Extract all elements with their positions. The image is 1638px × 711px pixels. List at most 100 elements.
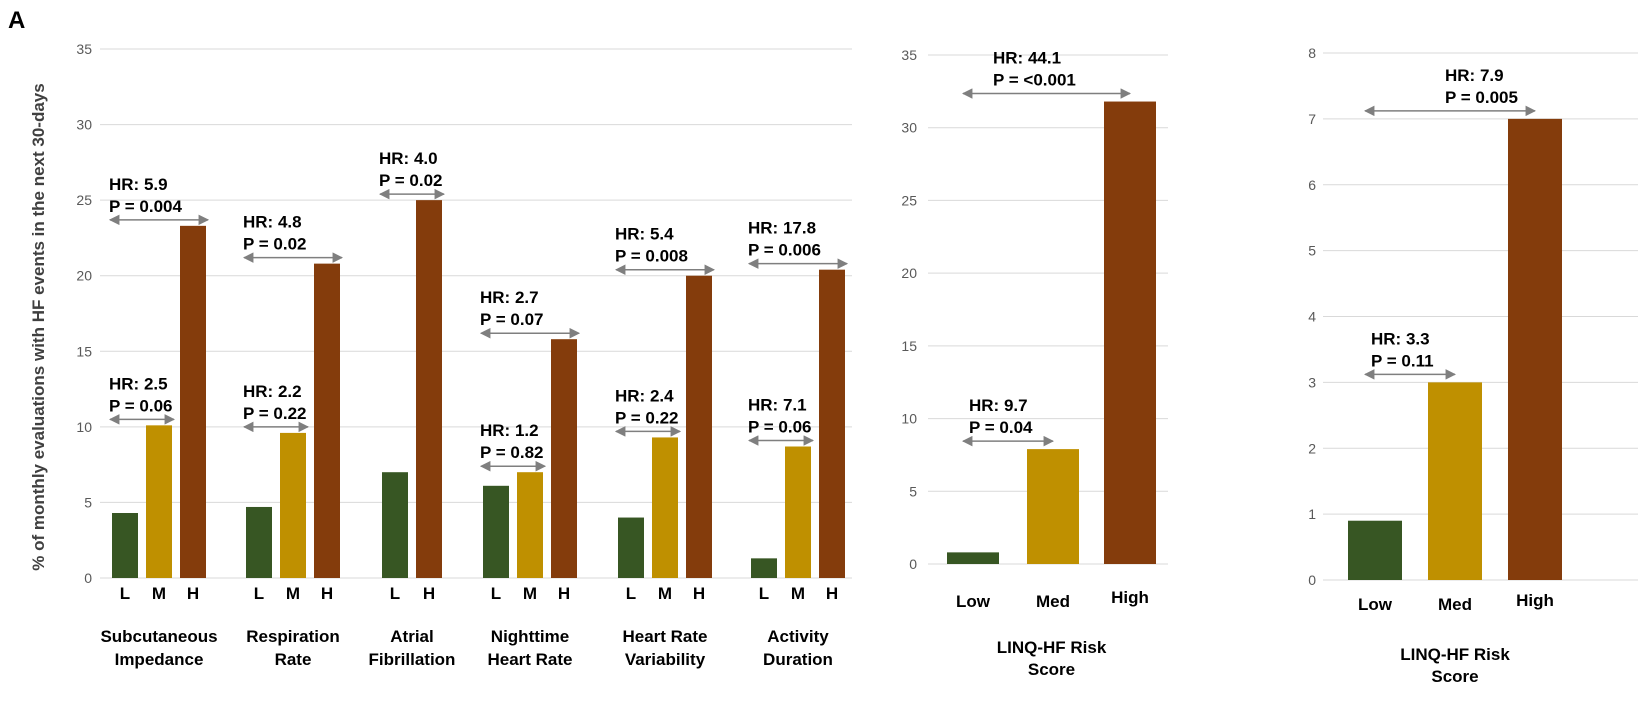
bar-l (112, 513, 138, 578)
hazard-ratio-label: HR: 2.4 (615, 386, 674, 405)
bar-l (246, 506, 272, 578)
y-tick-label: 25 (76, 192, 92, 208)
category-label: Heart Rate (622, 627, 707, 646)
bar-level-label: H (826, 584, 838, 603)
hazard-ratio-label: HR: 4.8 (243, 213, 302, 232)
y-tick-label: 4 (1308, 309, 1316, 325)
bar-level-label: L (626, 584, 636, 603)
category-label: Fibrillation (369, 650, 456, 669)
p-value-label: P = 0.06 (748, 418, 812, 437)
bar-level-label: L (491, 584, 501, 603)
category-label: Subcutaneous (100, 627, 217, 646)
y-tick-label: 15 (901, 338, 917, 354)
p-value-label: P = 0.02 (379, 171, 443, 190)
y-tick-label: 0 (909, 556, 917, 572)
bar-category-label: High (1516, 591, 1554, 610)
bar-high (1508, 118, 1562, 580)
y-tick-label: 2 (1308, 440, 1316, 456)
bar-level-label: L (759, 584, 769, 603)
hazard-ratio-label: HR: 1.2 (480, 421, 539, 440)
hazard-ratio-label: HR: 5.4 (615, 225, 674, 244)
bar-level-label: M (658, 584, 672, 603)
y-tick-label: 10 (76, 419, 92, 435)
hazard-ratio-label: HR: 2.5 (109, 374, 168, 393)
p-value-label: P = 0.004 (109, 197, 182, 216)
bar-med (1428, 382, 1482, 580)
bar-m (280, 432, 306, 578)
p-value-label: P = 0.11 (1371, 351, 1434, 370)
hazard-ratio-label: HR: 7.1 (748, 396, 807, 415)
hazard-ratio-label: HR: 2.7 (480, 288, 539, 307)
bar-m (785, 446, 811, 578)
bar-level-label: H (187, 584, 199, 603)
y-tick-label: 1 (1308, 506, 1316, 522)
hazard-ratio-label: HR: 3.3 (1371, 329, 1430, 348)
category-label: Atrial (390, 627, 433, 646)
category-label: Activity (767, 627, 829, 646)
bar-level-label: H (558, 584, 570, 603)
hazard-ratio-label: HR: 17.8 (748, 219, 816, 238)
bar-l (483, 485, 509, 578)
category-label: Rate (275, 650, 312, 669)
bar-category-label: Low (1358, 595, 1393, 614)
y-tick-label: 0 (1308, 572, 1316, 588)
p-value-label: P = 0.22 (615, 408, 679, 427)
category-label: Variability (625, 650, 706, 669)
y-tick-label: 7 (1308, 111, 1316, 127)
y-tick-label: 5 (909, 483, 917, 499)
bar-level-label: L (120, 584, 130, 603)
bar-category-label: Low (956, 592, 991, 611)
category-label: Heart Rate (487, 650, 572, 669)
y-tick-label: 35 (76, 41, 92, 57)
y-tick-label: 20 (901, 265, 917, 281)
p-value-label: P = 0.005 (1445, 88, 1518, 107)
risk-score-chart-2: 0 1 2 3 4 5 6 7 8 Low Med High HR: 3.3 P = 0.11 HR: 7.… (1308, 45, 1638, 686)
bar-m (652, 437, 678, 578)
p-value-label: P = 0.04 (969, 418, 1033, 437)
p-value-label: P = 0.82 (480, 443, 544, 462)
p-value-label: P = 0.02 (243, 235, 307, 254)
category-label: Respiration (246, 627, 340, 646)
y-tick-label: 5 (84, 494, 92, 510)
bar-l (751, 558, 777, 578)
p-value-label: P = 0.008 (615, 247, 688, 266)
y-tick-label: 5 (1308, 243, 1316, 259)
bar-level-label: M (286, 584, 300, 603)
x-axis-label: Score (1431, 667, 1478, 686)
bar-level-label: M (523, 584, 537, 603)
bar-l (382, 472, 408, 578)
y-tick-label: 6 (1308, 177, 1316, 193)
y-axis-label: % of monthly evaluations with HF events … (29, 83, 48, 570)
bar-level-label: M (152, 584, 166, 603)
y-tick-label: 25 (901, 192, 917, 208)
bar-level-label: M (791, 584, 805, 603)
bar-h (416, 200, 442, 578)
bar-category-label: Med (1438, 595, 1472, 614)
category-label: Duration (763, 650, 833, 669)
bar-level-label: H (693, 584, 705, 603)
bar-category-label: Med (1036, 592, 1070, 611)
category-label: Impedance (115, 650, 204, 669)
bar-level-label: H (423, 584, 435, 603)
bar-h (314, 263, 340, 578)
y-tick-label: 3 (1308, 374, 1316, 390)
y-tick-label: 35 (901, 47, 917, 63)
bar-h (180, 225, 206, 578)
risk-score-chart-1: 0 5 10 15 20 25 30 35 Low Med High HR: 9.7 P = 0.04 H… (901, 47, 1168, 679)
p-value-label: P = 0.06 (109, 396, 173, 415)
bar-level-label: L (254, 584, 264, 603)
y-tick-label: 30 (76, 117, 92, 133)
hazard-ratio-label: HR: 5.9 (109, 175, 168, 194)
bar-low (947, 552, 999, 564)
y-tick-label: 30 (901, 120, 917, 136)
x-axis-label: Score (1028, 660, 1075, 679)
hazard-ratio-label: HR: 4.0 (379, 149, 438, 168)
panel-label: A (8, 7, 25, 34)
bar-low (1348, 520, 1402, 580)
bar-level-label: L (390, 584, 400, 603)
p-value-label: P = 0.07 (480, 310, 544, 329)
bar-level-label: H (321, 584, 333, 603)
p-value-label: P = <0.001 (993, 71, 1076, 90)
y-tick-label: 15 (76, 343, 92, 359)
